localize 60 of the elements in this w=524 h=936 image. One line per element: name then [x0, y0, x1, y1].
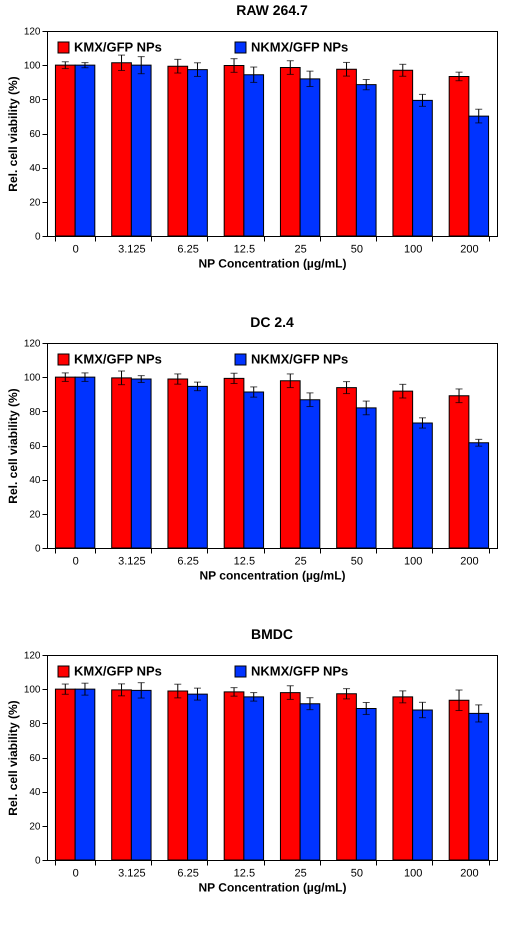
x-tick-label: 25 — [294, 556, 307, 568]
x-tick-label: 200 — [460, 868, 479, 880]
x-tick-label: 6.25 — [177, 556, 199, 568]
x-tick-label: 50 — [350, 868, 363, 880]
y-axis-title: Rel. cell viability (%) — [6, 388, 20, 504]
x-tick-label: 12.5 — [234, 868, 256, 880]
x-axis-title: NP concentration (µg/mL) — [199, 568, 346, 582]
y-tick-label: 20 — [29, 197, 41, 208]
y-axis-title: Rel. cell viability (%) — [6, 76, 20, 192]
y-tick-label: 20 — [29, 509, 41, 520]
chart-title: DC 2.4 — [250, 314, 294, 330]
legend-label: NKMX/GFP NPs — [251, 352, 348, 367]
x-tick-label: 0 — [72, 868, 79, 880]
x-tick-label: 50 — [350, 556, 363, 568]
x-tick-label: 50 — [350, 244, 363, 256]
y-tick-label: 80 — [29, 94, 41, 106]
x-tick-label: 0 — [72, 244, 79, 256]
x-axis-title: NP Concentration (µg/mL) — [198, 880, 347, 894]
y-tick-label: 0 — [34, 232, 41, 242]
y-tick-label: 40 — [29, 163, 41, 174]
y-tick-label: 100 — [24, 684, 41, 696]
x-tick-label: 25 — [294, 244, 307, 256]
y-tick-label: 60 — [29, 129, 41, 140]
x-tick-label: 100 — [404, 868, 422, 880]
y-tick-label: 120 — [24, 650, 41, 662]
y-tick-label: 60 — [29, 441, 41, 452]
x-tick-label: 12.5 — [234, 556, 256, 568]
y-tick-label: 40 — [29, 475, 41, 486]
y-tick-label: 0 — [34, 856, 41, 866]
x-tick-label: 3.125 — [118, 556, 146, 568]
x-tick-label: 12.5 — [234, 244, 256, 256]
y-tick-label: 60 — [29, 753, 41, 764]
x-tick-label: 0 — [72, 556, 79, 568]
y-tick-label: 0 — [34, 544, 41, 554]
legend-label: NKMX/GFP NPs — [251, 664, 348, 679]
y-tick-label: 80 — [29, 406, 41, 418]
y-tick-label: 100 — [24, 372, 41, 384]
chart-title: RAW 264.7 — [236, 2, 308, 18]
y-tick-label: 100 — [24, 60, 41, 72]
y-tick-label: 40 — [29, 787, 41, 798]
y-axis-title: Rel. cell viability (%) — [6, 700, 20, 816]
chart-title: BMDC — [251, 626, 293, 642]
x-tick-label: 6.25 — [177, 868, 199, 880]
y-tick-label: 20 — [29, 821, 41, 832]
legend-label: KMX/GFP NPs — [74, 664, 162, 679]
legend-label: KMX/GFP NPs — [74, 40, 162, 55]
legend-label: NKMX/GFP NPs — [251, 40, 348, 55]
x-tick-label: 3.125 — [118, 868, 146, 880]
x-tick-label: 3.125 — [118, 244, 146, 256]
y-tick-label: 120 — [24, 338, 41, 350]
y-tick-label: 80 — [29, 718, 41, 730]
x-axis-title: NP Concentration (µg/mL) — [198, 256, 347, 270]
x-tick-label: 6.25 — [177, 244, 199, 256]
legend-label: KMX/GFP NPs — [74, 352, 162, 367]
x-tick-label: 100 — [404, 244, 422, 256]
x-tick-label: 200 — [460, 556, 479, 568]
y-tick-label: 120 — [24, 26, 41, 38]
x-tick-label: 200 — [460, 244, 479, 256]
x-tick-label: 100 — [404, 556, 422, 568]
x-tick-label: 25 — [294, 868, 307, 880]
